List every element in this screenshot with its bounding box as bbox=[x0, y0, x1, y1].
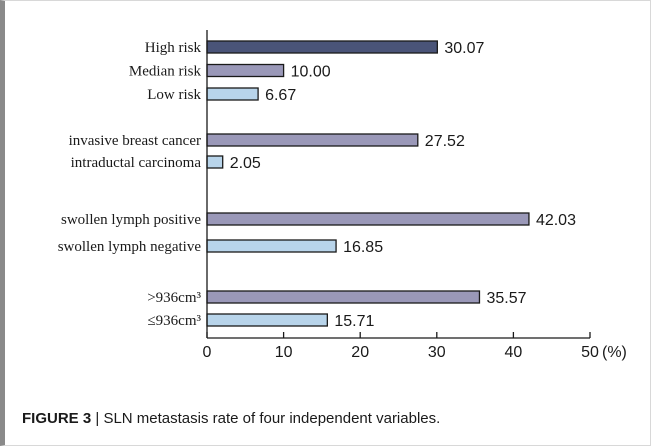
value-label: 16.85 bbox=[343, 239, 383, 256]
value-label: 6.67 bbox=[265, 87, 296, 104]
value-label: 27.52 bbox=[425, 133, 465, 150]
category-label: intraductal carcinoma bbox=[71, 155, 202, 171]
x-tick-label: 10 bbox=[275, 344, 293, 361]
bar bbox=[206, 133, 419, 147]
bar bbox=[206, 212, 530, 226]
bar bbox=[206, 155, 224, 169]
x-axis-unit-label: (%) bbox=[602, 344, 627, 361]
caption-label: FIGURE 3 bbox=[22, 410, 92, 427]
x-tick-label: 0 bbox=[203, 344, 212, 361]
value-label: 15.71 bbox=[334, 313, 374, 330]
x-tick-label: 50 bbox=[581, 344, 599, 361]
category-label: swollen lymph positive bbox=[61, 212, 201, 228]
category-label: ≤936cm³ bbox=[147, 313, 201, 329]
bar bbox=[206, 313, 328, 327]
value-label: 10.00 bbox=[291, 64, 331, 81]
bar bbox=[206, 87, 259, 101]
value-label: 30.07 bbox=[444, 40, 484, 57]
category-label: Low risk bbox=[147, 87, 201, 103]
bar bbox=[206, 40, 438, 54]
x-tick-label: 30 bbox=[428, 344, 446, 361]
category-label: swollen lymph negative bbox=[58, 239, 202, 255]
value-label: 2.05 bbox=[230, 155, 261, 172]
x-tick-label: 20 bbox=[351, 344, 369, 361]
category-label: >936cm³ bbox=[147, 290, 201, 306]
caption-separator: | bbox=[95, 410, 100, 427]
bar bbox=[206, 63, 285, 78]
category-label: Median risk bbox=[129, 64, 202, 80]
bar bbox=[206, 290, 481, 304]
value-label: 35.57 bbox=[486, 290, 526, 307]
x-tick-label: 40 bbox=[505, 344, 523, 361]
value-label: 42.03 bbox=[536, 212, 576, 229]
bar-chart: High risk 30.07 Median risk 10.00 Low risk 6.… bbox=[58, 30, 627, 361]
caption-text: SLN metastasis rate of four independent … bbox=[103, 410, 441, 427]
category-label: High risk bbox=[145, 40, 202, 56]
category-label: invasive breast cancer bbox=[69, 133, 201, 149]
bar bbox=[206, 239, 337, 253]
figure-caption: FIGURE 3 | SLN metastasis rate of four i… bbox=[22, 410, 642, 427]
